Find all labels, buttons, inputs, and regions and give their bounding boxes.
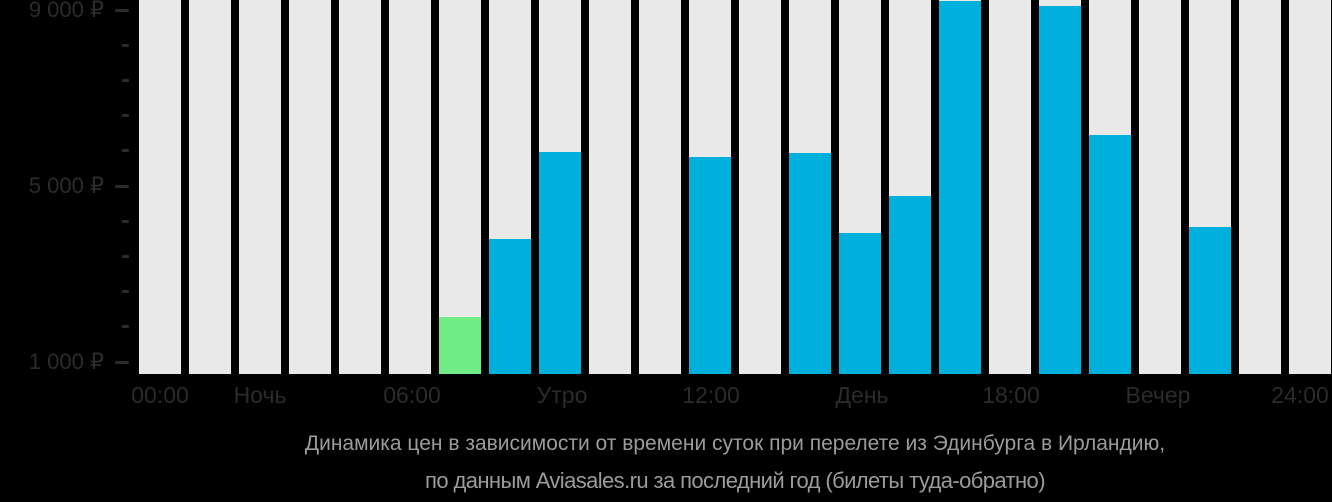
- price-bar-08:00: [539, 152, 581, 374]
- y-axis-major-tick: [115, 184, 129, 188]
- hour-bar-background-02:00: [239, 0, 281, 374]
- hour-bar-background-17:00: [989, 0, 1031, 374]
- y-axis-minor-tick: [122, 114, 129, 118]
- x-axis-label-Утро: Утро: [536, 382, 588, 408]
- price-bar-19:00: [1089, 135, 1131, 374]
- hour-bar-background-22:00: [1239, 0, 1281, 374]
- price-bar-18:00: [1039, 5, 1081, 374]
- x-axis-label-24:00: 24:00: [1271, 382, 1329, 408]
- hour-bar-background-03:00: [289, 0, 331, 374]
- hour-bar-background-15:00: [889, 0, 931, 374]
- hour-bar-background-13:00: [789, 0, 831, 374]
- y-axis-minor-tick: [122, 43, 129, 47]
- y-axis-minor-tick: [122, 219, 129, 223]
- price-bar-min-06:00: [439, 317, 481, 374]
- hour-bar-background-04:00: [339, 0, 381, 374]
- hour-bar-background-14:00: [839, 0, 881, 374]
- price-bar-11:00: [689, 157, 731, 374]
- x-axis-label-Ночь: Ночь: [233, 382, 287, 408]
- x-axis-label-Вечер: Вечер: [1125, 382, 1191, 408]
- chart-caption-line-2: по данным Aviasales.ru за последний год …: [425, 468, 1045, 493]
- x-axis-label-День: День: [835, 382, 889, 408]
- y-axis-minor-tick: [122, 325, 129, 329]
- hour-bar-background-10:00: [639, 0, 681, 374]
- price-bar-15:00: [889, 196, 931, 374]
- y-axis-label-5000: 5 000 ₽: [28, 173, 104, 198]
- price-bar-21:00: [1189, 227, 1231, 374]
- x-axis-label-00:00: 00:00: [131, 382, 189, 408]
- hour-bar-background-11:00: [689, 0, 731, 374]
- hour-bar-background-16:00: [939, 0, 981, 374]
- price-bar-16:00: [939, 1, 981, 374]
- hour-bar-background-08:00: [539, 0, 581, 374]
- price-bar-14:00: [839, 232, 881, 374]
- x-axis-label-06:00: 06:00: [383, 382, 441, 408]
- hour-bar-background-19:00: [1089, 0, 1131, 374]
- hour-bar-background-21:00: [1189, 0, 1231, 374]
- y-axis-major-tick: [115, 360, 129, 364]
- y-axis-label-1000: 1 000 ₽: [28, 349, 104, 374]
- hour-bar-background-06:00: [439, 0, 481, 374]
- y-axis-major-tick: [115, 8, 129, 12]
- hour-bar-background-09:00: [589, 0, 631, 374]
- hour-bar-background-01:00: [189, 0, 231, 374]
- price-bar-13:00: [789, 153, 831, 374]
- hour-bar-background-23:00: [1289, 0, 1331, 374]
- y-axis-label-9000: 9 000 ₽: [28, 0, 104, 22]
- chart-caption-line-1: Динамика цен в зависимости от времени су…: [304, 432, 1166, 455]
- x-axis-label-18:00: 18:00: [982, 382, 1040, 408]
- y-axis-minor-tick: [122, 254, 129, 258]
- hour-bar-background-12:00: [739, 0, 781, 374]
- y-axis-minor-tick: [122, 290, 129, 294]
- hour-bar-background-00:00: [139, 0, 181, 374]
- y-axis-minor-tick: [122, 149, 129, 153]
- price-bar-07:00: [489, 238, 531, 374]
- hour-bar-background-05:00: [389, 0, 431, 374]
- x-axis-label-12:00: 12:00: [682, 382, 740, 408]
- hour-bar-background-20:00: [1139, 0, 1181, 374]
- y-axis-minor-tick: [122, 78, 129, 82]
- hour-bar-background-07:00: [489, 0, 531, 374]
- hour-bar-background-18:00: [1039, 0, 1081, 374]
